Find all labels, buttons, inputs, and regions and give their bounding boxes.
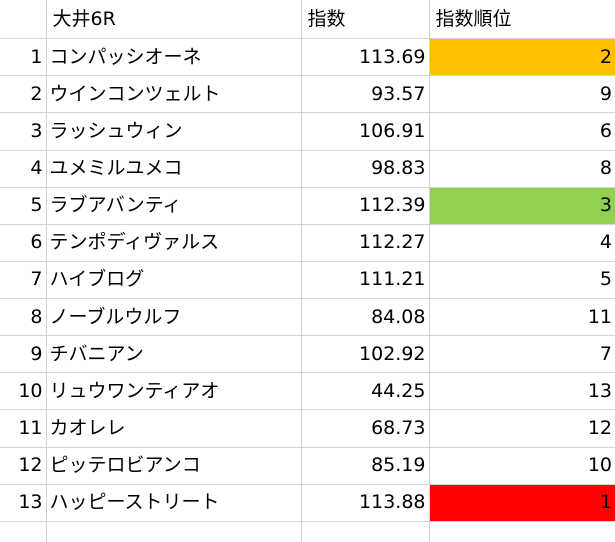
rank-value-cell[interactable]: 2: [429, 38, 615, 77]
index-value-cell[interactable]: 93.57: [301, 75, 430, 114]
table-row: 4 ユメミルユメコ 98.83 8: [0, 150, 615, 188]
row-number-cell[interactable]: 12: [0, 447, 47, 485]
rank-header-cell[interactable]: 指数順位: [429, 0, 615, 40]
rank-value-cell[interactable]: 13: [429, 372, 615, 411]
horse-name-cell[interactable]: ハッピーストリート: [46, 484, 302, 522]
row-number-cell[interactable]: 5: [0, 187, 47, 225]
rank-value-cell[interactable]: 4: [429, 224, 615, 262]
empty-cell[interactable]: [0, 521, 47, 542]
horse-name-cell[interactable]: チバニアン: [46, 335, 302, 374]
rank-value-cell[interactable]: 8: [429, 150, 615, 188]
table-row: 3 ラッシュウィン 106.91 6: [0, 112, 615, 151]
table-row: 8 ノーブルウルフ 84.08 11: [0, 298, 615, 337]
horse-name-cell[interactable]: ハイブログ: [46, 261, 302, 300]
row-number-cell[interactable]: 8: [0, 298, 47, 337]
horse-name-cell[interactable]: ピッテロビアンコ: [46, 447, 302, 485]
table-row: 11 カオレレ 68.73 12: [0, 409, 615, 448]
index-value-cell[interactable]: 44.25: [301, 372, 430, 411]
horse-name-cell[interactable]: ユメミルユメコ: [46, 150, 302, 188]
rank-value-cell[interactable]: 12: [429, 409, 615, 448]
row-number-cell[interactable]: 2: [0, 75, 47, 114]
row-number-cell[interactable]: 7: [0, 261, 47, 300]
row-number-cell[interactable]: 13: [0, 484, 47, 522]
index-value-cell[interactable]: 112.27: [301, 224, 430, 262]
horse-name-cell[interactable]: ラッシュウィン: [46, 112, 302, 151]
index-value-cell[interactable]: 85.19: [301, 447, 430, 485]
index-value-cell[interactable]: 113.69: [301, 38, 430, 77]
empty-cell[interactable]: [301, 521, 430, 542]
rank-value-cell[interactable]: 7: [429, 335, 615, 374]
table-row: 7 ハイブログ 111.21 5: [0, 261, 615, 300]
index-header-cell[interactable]: 指数: [301, 0, 430, 40]
index-value-cell[interactable]: 98.83: [301, 150, 430, 188]
index-value-cell[interactable]: 106.91: [301, 112, 430, 151]
row-number-cell[interactable]: 9: [0, 335, 47, 374]
table-row: 5 ラブアバンティ 112.39 3: [0, 187, 615, 225]
row-number-cell[interactable]: 3: [0, 112, 47, 151]
table-row: 9 チバニアン 102.92 7: [0, 335, 615, 374]
rank-value-cell[interactable]: 3: [429, 187, 615, 225]
rank-value-cell[interactable]: 11: [429, 298, 615, 337]
table-row: 6 テンポディヴァルス 112.27 4: [0, 224, 615, 262]
rank-value-cell[interactable]: 5: [429, 261, 615, 300]
table-row: 13 ハッピーストリート 113.88 1: [0, 484, 615, 522]
rank-value-cell[interactable]: 1: [429, 484, 615, 522]
row-number-cell[interactable]: 4: [0, 150, 47, 188]
table-row: 12 ピッテロビアンコ 85.19 10: [0, 447, 615, 485]
index-value-cell[interactable]: 68.73: [301, 409, 430, 448]
table-row: 1 コンパッシオーネ 113.69 2: [0, 38, 615, 77]
horse-name-cell[interactable]: リュウワンティアオ: [46, 372, 302, 411]
horse-name-cell[interactable]: ウインコンツェルト: [46, 75, 302, 114]
index-value-cell[interactable]: 113.88: [301, 484, 430, 522]
index-value-cell[interactable]: 84.08: [301, 298, 430, 337]
horse-name-cell[interactable]: カオレレ: [46, 409, 302, 448]
row-number-cell[interactable]: 6: [0, 224, 47, 262]
horse-name-cell[interactable]: コンパッシオーネ: [46, 38, 302, 77]
empty-cell[interactable]: [46, 521, 302, 542]
index-value-cell[interactable]: 111.21: [301, 261, 430, 300]
horse-name-cell[interactable]: ラブアバンティ: [46, 187, 302, 225]
table-row: 10 リュウワンティアオ 44.25 13: [0, 372, 615, 411]
rank-value-cell[interactable]: 9: [429, 75, 615, 114]
rank-value-cell[interactable]: 6: [429, 112, 615, 151]
title-cell[interactable]: 大井6R: [46, 0, 302, 40]
rank-value-cell[interactable]: 10: [429, 447, 615, 485]
horse-name-cell[interactable]: テンポディヴァルス: [46, 224, 302, 262]
header-row: 大井6R 指数 指数順位: [0, 0, 615, 40]
table-row: 2 ウインコンツェルト 93.57 9: [0, 75, 615, 114]
row-number-cell[interactable]: 10: [0, 372, 47, 411]
row-number-cell[interactable]: 11: [0, 409, 47, 448]
empty-cell[interactable]: [429, 521, 615, 542]
empty-row: [0, 521, 615, 542]
horse-name-cell[interactable]: ノーブルウルフ: [46, 298, 302, 337]
header-cell-a[interactable]: [0, 0, 47, 40]
row-number-cell[interactable]: 1: [0, 38, 47, 77]
index-value-cell[interactable]: 112.39: [301, 187, 430, 225]
index-value-cell[interactable]: 102.92: [301, 335, 430, 374]
